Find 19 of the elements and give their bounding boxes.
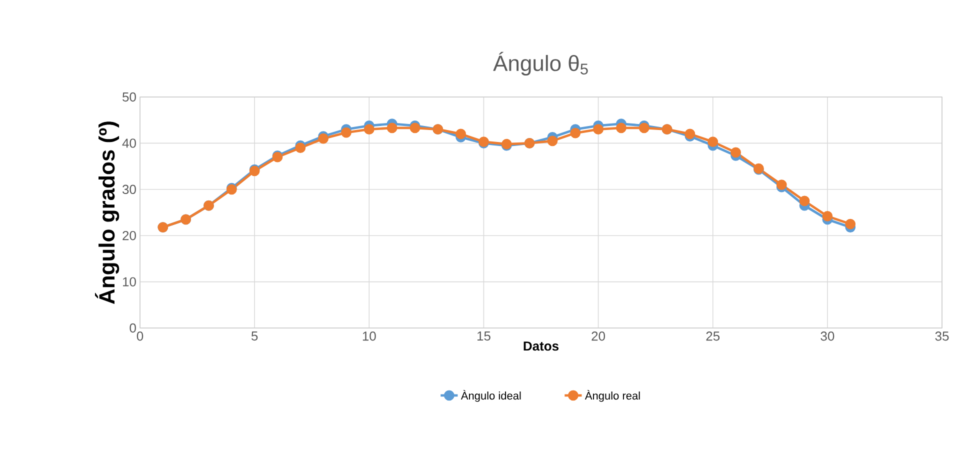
x-tick-label: 35 xyxy=(935,332,949,341)
y-tick-label: 50 xyxy=(122,92,136,102)
y-tick-label: 30 xyxy=(122,184,136,194)
x-tick-label: 30 xyxy=(820,332,834,341)
y-tick-label: 10 xyxy=(122,277,136,286)
y-tick-label: 0 xyxy=(130,323,136,333)
x-tick-label: 25 xyxy=(706,332,720,341)
x-tick-label: 10 xyxy=(362,332,376,341)
x-tick-label: 0 xyxy=(136,332,144,341)
x-axis-title: Datos xyxy=(524,342,559,351)
y-tick-label: 40 xyxy=(122,138,136,148)
legend-label: Àngulo ideal xyxy=(460,390,521,402)
x-tick-label: 20 xyxy=(592,332,606,341)
x-tick-label: 15 xyxy=(477,332,490,341)
x-tick-label: 5 xyxy=(251,332,258,341)
y-tick-label: 20 xyxy=(122,230,136,240)
y-axis-title: Ángulo grados (º) xyxy=(94,122,120,304)
chart-title: Ángulo θ$_{5}$ xyxy=(493,52,588,76)
legend-label: Àngulo real xyxy=(584,390,640,402)
